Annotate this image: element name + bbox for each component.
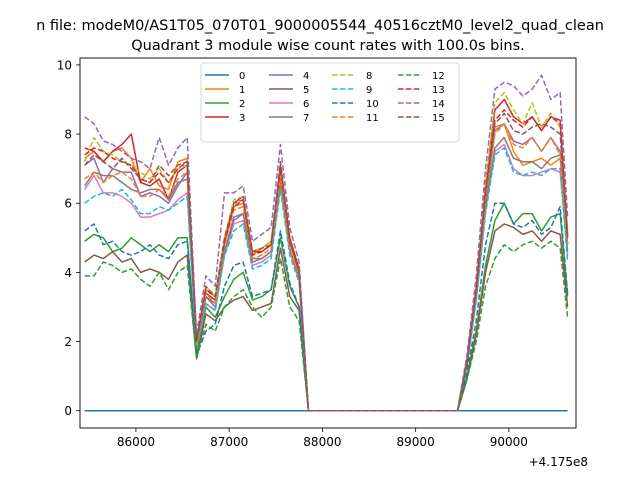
series-layer	[83, 74, 569, 412]
y-tick-label: 2	[64, 335, 72, 349]
y-tick-label: 10	[57, 58, 72, 72]
x-offset-label: +4.175e8	[529, 455, 588, 469]
legend-label-7: 7	[303, 113, 309, 124]
legend-label-9: 9	[366, 85, 372, 96]
legend-label-11: 11	[366, 113, 379, 124]
legend-label-3: 3	[239, 113, 245, 124]
x-tick-label: 89000	[397, 435, 435, 449]
legend-label-1: 1	[239, 85, 245, 96]
legend-label-14: 14	[432, 99, 445, 110]
legend-label-8: 8	[366, 71, 372, 82]
x-tick-label: 87000	[210, 435, 248, 449]
legend-label-0: 0	[239, 71, 245, 82]
legend-label-13: 13	[432, 85, 445, 96]
series-line-11	[84, 122, 569, 412]
legend-label-15: 15	[432, 113, 445, 124]
legend-label-10: 10	[366, 99, 379, 110]
series-line-12	[84, 240, 569, 412]
y-tick-label: 0	[64, 404, 72, 418]
legend-label-6: 6	[303, 99, 309, 110]
axes-frame	[79, 57, 577, 429]
y-tick-label: 4	[64, 266, 72, 280]
y-tick-label: 6	[64, 197, 72, 211]
legend-label-4: 4	[303, 71, 309, 82]
legend-box	[200, 62, 460, 143]
y-tick-label: 8	[64, 128, 72, 142]
x-tick-label: 88000	[303, 435, 341, 449]
x-tick-label: 90000	[490, 435, 528, 449]
x-axis: 86000 87000 88000 89000 90000	[117, 428, 528, 449]
legend-label-12: 12	[432, 71, 445, 82]
figure-suptitle: n file: modeM0/AS1T05_070T01_9000005544_…	[36, 18, 604, 34]
y-axis: 0 2 4 6 8 10	[57, 58, 80, 418]
series-line-15	[84, 112, 569, 412]
legend-label-5: 5	[303, 85, 309, 96]
chart-title: Quadrant 3 module wise count rates with …	[131, 38, 525, 54]
legend-label-2: 2	[239, 99, 245, 110]
x-tick-label: 86000	[117, 435, 155, 449]
